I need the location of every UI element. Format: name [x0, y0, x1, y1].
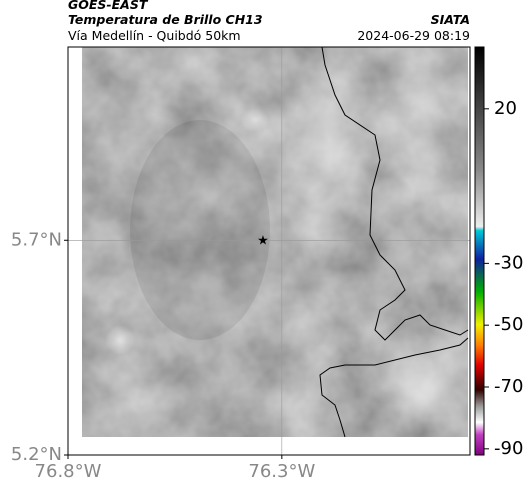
y-tick-label: 5.2°N	[11, 444, 62, 465]
map-frame	[67, 46, 471, 456]
cloud	[360, 47, 468, 160]
colorbar-tick-label: -70	[494, 376, 523, 397]
border	[321, 46, 469, 341]
colorbar-tick-label: -90	[494, 438, 523, 459]
x-tick-label: 76.3°W	[248, 461, 315, 482]
agency: SIATA	[431, 12, 470, 27]
cloud	[105, 325, 135, 355]
border	[319, 337, 469, 438]
cloud	[240, 108, 270, 132]
shadow	[130, 120, 270, 340]
source: GOES-EAST	[68, 0, 149, 12]
y-tick-label: 5.7°N	[11, 229, 62, 250]
colorbar	[474, 46, 485, 456]
location-marker: ★	[257, 234, 269, 249]
product: Temperatura de Brillo CH13	[68, 12, 263, 27]
colorbar-tick-label: -50	[494, 314, 523, 335]
colorbar-tick-label: 20	[494, 98, 517, 119]
colorbar-tick-label: -30	[494, 252, 523, 273]
satellite-image	[82, 47, 468, 437]
cloud	[285, 47, 375, 235]
timestamp: 2024-06-29 08:19	[357, 28, 470, 43]
x-tick-label: 76.8°W	[35, 461, 102, 482]
route: Vía Medellín - Quibdó 50km	[68, 28, 241, 43]
